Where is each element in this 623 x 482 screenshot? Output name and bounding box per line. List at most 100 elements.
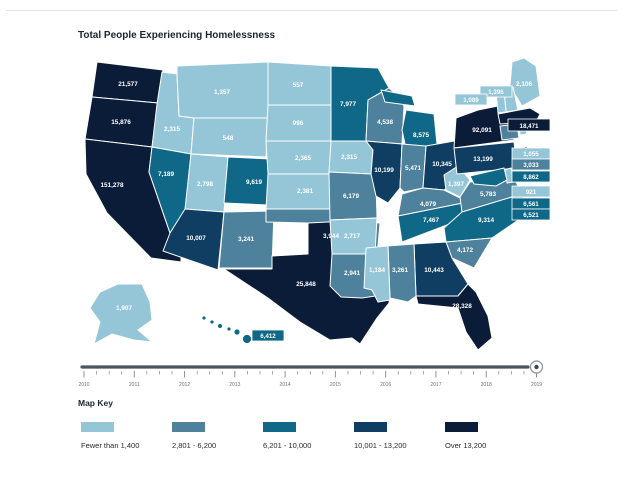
state-value-labels-layer: 21,577 15,876 151,278 2,315 1,357 548 7,… [100, 81, 532, 312]
value-label-mi: 8,575 [413, 132, 429, 139]
state-wy[interactable] [190, 117, 269, 158]
value-label-dc: 6,521 [523, 212, 539, 219]
value-label-nm: 3,241 [238, 236, 254, 243]
year-tick-label: 2012 [179, 382, 190, 388]
legend-item-5: Over 13,200 [445, 422, 545, 450]
value-label-tn: 7,467 [423, 217, 439, 224]
state-ms[interactable] [363, 245, 391, 303]
legend-label-5: Over 13,200 [445, 441, 487, 450]
value-label-mn: 7,977 [340, 101, 356, 108]
state-hi[interactable] [201, 315, 252, 344]
value-label-nj: 8,862 [523, 174, 539, 181]
value-label-nc: 9,314 [478, 217, 494, 224]
legend-label-1: Fewer than 1,400 [81, 441, 140, 450]
year-tick-label: 2018 [481, 382, 492, 388]
value-label-la: 2,941 [344, 270, 360, 277]
value-label-mt: 1,357 [214, 89, 230, 96]
legend-swatch-1 [81, 422, 114, 432]
states-layer [84, 57, 541, 351]
page-title: Total People Experiencing Homelessness [78, 30, 276, 41]
value-label-me: 2,106 [516, 81, 532, 88]
state-ak[interactable] [89, 283, 153, 345]
value-label-fl: 28,328 [452, 303, 472, 310]
value-label-ia: 2,315 [341, 154, 357, 161]
value-label-ca: 151,278 [100, 182, 124, 189]
value-label-mo: 6,179 [343, 193, 359, 200]
value-label-ga: 10,443 [424, 267, 444, 274]
value-label-ri: 1,055 [523, 151, 539, 158]
value-label-ak: 1,907 [116, 305, 132, 312]
state-mi-upper[interactable] [380, 89, 416, 107]
chip-nh [479, 85, 513, 98]
value-label-de: 921 [526, 189, 537, 196]
value-label-ny: 92,091 [472, 127, 492, 134]
legend-swatch-4 [354, 422, 387, 432]
value-label-nv: 7,189 [158, 171, 174, 178]
value-label-sc: 4,172 [457, 247, 473, 254]
chip-dc [511, 208, 551, 221]
value-label-ar: 2,717 [344, 233, 360, 240]
state-fl[interactable] [415, 283, 493, 351]
value-label-or: 15,876 [111, 119, 131, 126]
value-label-vt: 1,089 [463, 97, 479, 104]
legend-swatch-3 [263, 422, 296, 432]
chip-ma [507, 118, 551, 132]
value-label-il: 10,199 [374, 167, 394, 174]
year-tick-label: 2010 [78, 382, 89, 388]
value-label-oh: 10,345 [432, 161, 452, 168]
slider-thumb[interactable] [529, 360, 544, 374]
legend-item-2: 2,801 - 6,200 [172, 422, 272, 450]
chip-nj [511, 170, 551, 183]
slider-tick-axis: 2010 2011 2012 2013 2014 2015 2016 2017 2018 2019 [78, 371, 542, 388]
year-tick-label: 2015 [330, 382, 341, 388]
value-label-sd: 996 [293, 120, 304, 127]
value-label-ct: 3,033 [523, 162, 539, 169]
chip-ct [511, 158, 551, 171]
chip-de [511, 185, 551, 198]
year-tick-label: 2014 [280, 382, 291, 388]
legend-swatch-5 [445, 422, 478, 432]
value-label-ms: 1,184 [369, 267, 385, 274]
value-label-ne: 2,365 [295, 155, 311, 162]
state-az[interactable] [162, 208, 225, 271]
value-label-id: 2,315 [164, 126, 180, 133]
value-label-va: 5,783 [480, 191, 496, 198]
value-label-wi: 4,538 [377, 119, 393, 126]
value-label-pa: 13,199 [473, 156, 493, 163]
year-tick-label: 2016 [380, 382, 391, 388]
value-label-tx: 25,848 [296, 281, 316, 288]
map-key-heading: Map Key [78, 398, 113, 408]
value-label-az: 10,007 [186, 235, 206, 242]
value-label-wv: 1,397 [448, 181, 464, 188]
value-label-co: 9,619 [246, 179, 262, 186]
small-state-chips-layer: 1,396 1,089 18,471 1,055 3,033 8,862 921… [251, 85, 551, 342]
state-in[interactable] [399, 143, 427, 193]
legend-item-4: 10,001 - 13,200 [354, 422, 454, 450]
value-label-wa: 21,577 [118, 81, 138, 88]
year-slider: 2010 2011 2012 2013 2014 2015 2016 2017 2018 2019 [78, 360, 544, 388]
chip-vt [454, 93, 488, 106]
value-label-md: 6,561 [523, 201, 539, 208]
value-label-ut: 2,798 [197, 181, 213, 188]
state-mo[interactable] [328, 171, 378, 221]
value-label-nd: 557 [293, 82, 304, 89]
year-tick-label: 2013 [229, 382, 240, 388]
legend-label-2: 2,801 - 6,200 [172, 441, 217, 450]
legend-label-3: 6,201 - 10,000 [263, 441, 312, 450]
year-tick-label: 2011 [129, 382, 140, 388]
year-tick-label: 2019 [531, 382, 542, 388]
value-label-ky: 4,079 [420, 201, 436, 208]
top-divider [6, 10, 617, 11]
value-label-ok: 3,944 [323, 233, 339, 240]
value-label-hi: 6,412 [260, 333, 276, 340]
value-label-al: 3,261 [392, 267, 408, 274]
value-label-ma: 18,471 [520, 123, 539, 130]
state-ky[interactable] [397, 187, 469, 217]
value-label-nh: 1,396 [488, 89, 504, 96]
legend-label-4: 10,001 - 13,200 [354, 441, 407, 450]
legend-item-1: Fewer than 1,400 [81, 422, 181, 450]
state-md[interactable] [469, 167, 508, 187]
chip-hi [251, 329, 285, 342]
value-label-wy: 548 [223, 135, 234, 142]
